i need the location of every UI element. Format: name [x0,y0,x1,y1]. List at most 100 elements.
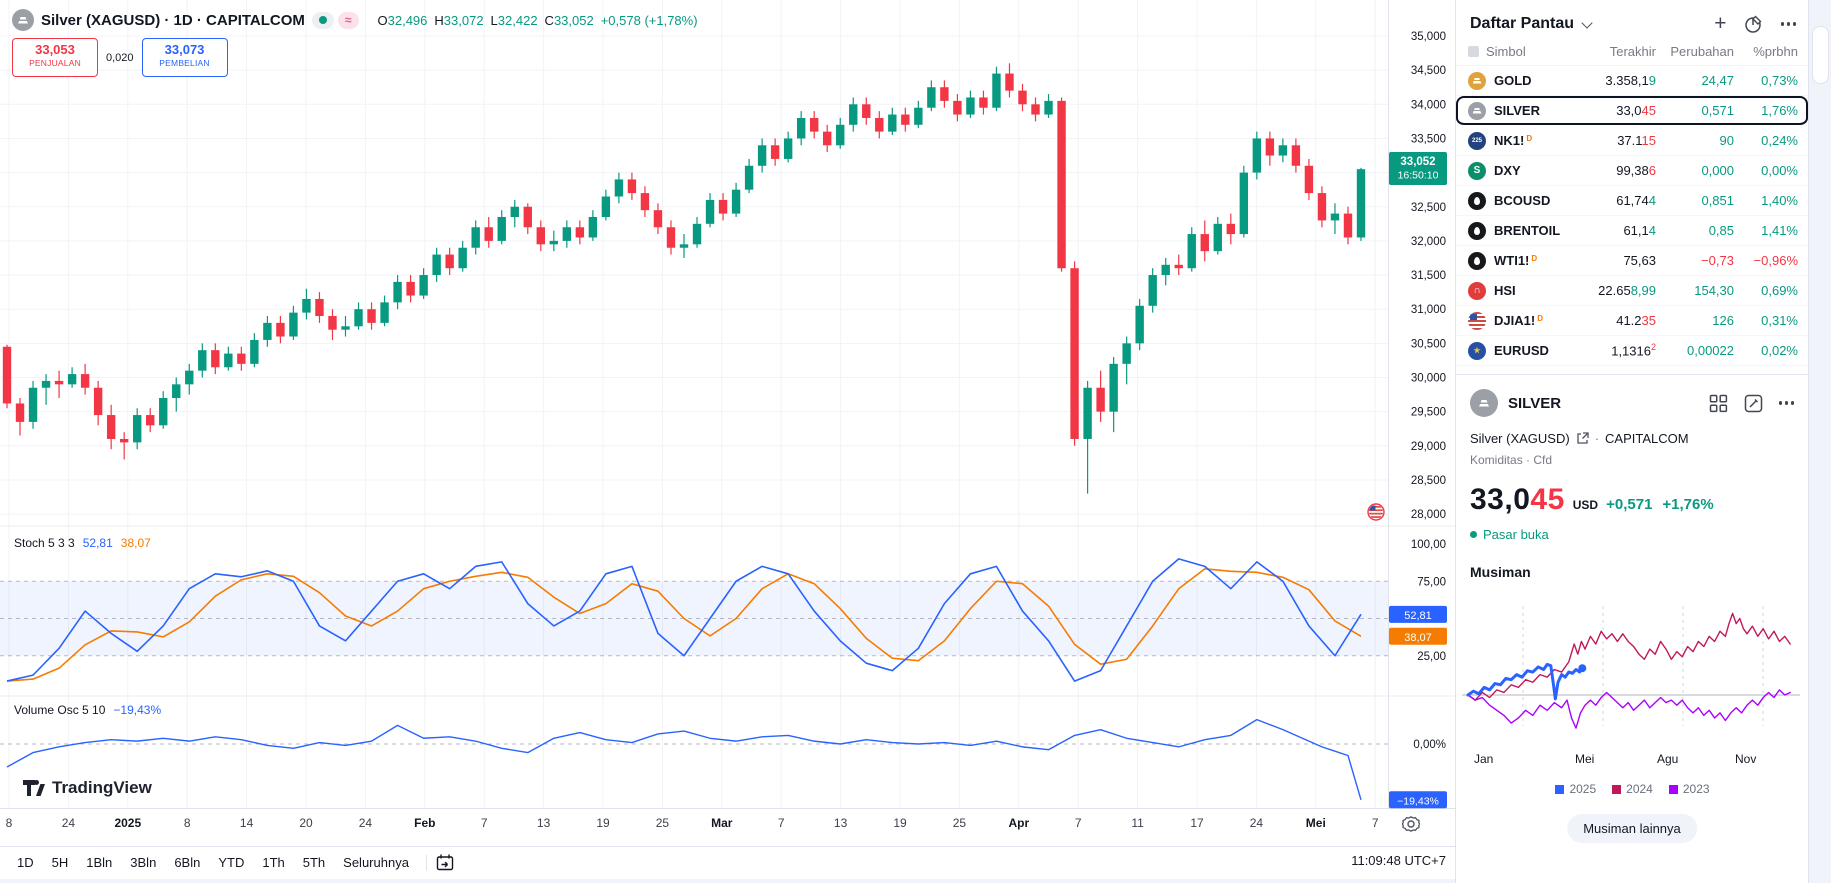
detail-exchange: CAPITALCOM [1605,431,1689,446]
gold-ticker-icon [1468,71,1486,90]
svg-text:25: 25 [953,816,967,830]
seasonal-month-Agu: Agu [1657,752,1679,766]
detail-symbol[interactable]: SILVER [1508,394,1562,412]
change-value: 0,000 [1701,163,1734,178]
price-scale[interactable] [1388,0,1455,808]
svg-text:13: 13 [537,816,551,830]
chevron-down-icon[interactable] [1581,16,1593,29]
watchlist-title[interactable]: Daftar Pantau [1470,15,1575,32]
time-scale-settings-gear-icon[interactable] [1402,815,1420,833]
range-button-3Bln[interactable]: 3Bln [130,855,157,870]
price-chart-canvas[interactable]: 8 24 2025 8 14 20 24 Feb 7 13 19 25 Mar 7 13 19 25 Apr 7 11… [0,0,1455,846]
svg-text:34,500: 34,500 [1411,65,1446,77]
change-value: −0,73 [1701,253,1734,268]
detail-more-icon[interactable] [1778,401,1794,405]
range-button-Seluruhnya[interactable]: Seluruhnya [343,855,409,870]
watchlist-rows: GOLD 3.358,19 24,47 0,73% SILVER 33,045 0,571 1… [1456,65,1808,366]
add-symbol-button[interactable]: + [1714,12,1727,35]
ohlc-values: O32,496 H33,072 L32,422 C33,052 +0,578 (… [377,12,698,28]
window-bottom-strip [0,879,1831,883]
range-button-6Bln[interactable]: 6Bln [174,855,201,870]
svg-text:14: 14 [240,816,254,830]
svg-text:29,500: 29,500 [1411,407,1446,419]
watchlist-row-BCOUSD[interactable]: BCOUSD 61,744 0,851 1,40% [1456,186,1808,216]
panel-divider [1456,374,1808,375]
svg-text:25,00: 25,00 [1417,651,1446,663]
right-rail [1808,0,1831,883]
panel-collapse-handle[interactable] [1812,26,1829,84]
detail-title[interactable]: Silver (XAGUSD) [1470,431,1570,446]
last-price: 33,045 [1616,103,1656,118]
symbol-label: DJIA1! D [1494,313,1543,328]
sell-button[interactable]: 33,053 PENJUALAN [12,38,98,77]
range-button-1Th[interactable]: 1Th [262,855,285,870]
clock[interactable]: 11:09:48 UTC+7 [1351,853,1446,868]
watchlist-row-GOLD[interactable]: GOLD 3.358,19 24,47 0,73% [1456,66,1808,96]
catalog-edit-icon[interactable] [1744,14,1764,34]
watchlist-row-BRENTOIL[interactable]: BRENTOIL 61,14 0,85 1,41% [1456,216,1808,246]
buy-button[interactable]: 33,073 PEMBELIAN [141,38,228,77]
symbol-label: WTI1! D [1494,253,1538,268]
volume-osc-label[interactable]: Volume Osc 5 10 −19,43% [14,703,162,717]
change-value: 0,571 [1701,103,1734,118]
watchlist-row-HSI[interactable]: ∩ HSI 22.658,99 154,30 0,69% [1456,276,1808,306]
time-scale[interactable] [0,808,1388,846]
watchlist-row-EURUSD[interactable]: ★ EURUSD 1,13162 0,00022 0,02% [1456,336,1808,366]
watchlist-row-SILVER[interactable]: SILVER 33,045 0,571 1,76% [1456,96,1808,126]
legend-item-2023[interactable]: 2023 [1668,782,1710,796]
chart-legend-row: Silver (XAGUSD) · 1D · CAPITALCOM ≈ O32,… [12,8,698,32]
spread-value: 0,020 [106,51,134,64]
change-value: 154,30 [1694,283,1734,298]
range-button-5H[interactable]: 5H [51,855,69,870]
change-value: 24,47 [1701,73,1734,88]
svg-text:75,00: 75,00 [1417,576,1446,588]
alert-wave-icon[interactable]: ≈ [337,11,359,29]
external-link-icon[interactable] [1576,432,1589,445]
legend-item-2024[interactable]: 2024 [1612,782,1653,796]
watchlist-row-NK1[interactable]: 225 NK1! D 37.115 90 0,24% [1456,126,1808,156]
silver-instrument-icon [12,9,34,31]
range-button-5Th[interactable]: 5Th [302,855,326,870]
last-price: 41.235 [1616,313,1656,328]
svg-text:31,500: 31,500 [1411,270,1446,282]
change-percent: 0,24% [1761,133,1798,148]
symbol-label: BRENTOIL [1494,223,1561,238]
chart-title[interactable]: Silver (XAGUSD) · 1D · CAPITALCOM [41,11,305,29]
watchlist-row-DXY[interactable]: S DXY 99,386 0,000 0,00% [1456,156,1808,186]
edit-note-icon[interactable] [1744,394,1763,413]
stoch-indicator-label[interactable]: Stoch 5 3 3 52,81 38,07 [14,536,151,550]
watchlist-more-icon[interactable] [1780,22,1796,26]
svg-text:2025: 2025 [114,816,141,830]
flag-column-icon[interactable] [1468,46,1479,57]
svg-text:38,07: 38,07 [1404,632,1432,644]
detail-type: Komiditas · Cfd [1470,453,1553,467]
last-price: 1,13162 [1611,342,1656,359]
watchlist-row-DJIA1[interactable]: DJIA1! D 41.235 126 0,31% [1456,306,1808,336]
svg-text:16:50:10: 16:50:10 [1398,170,1439,182]
svg-text:0,00%: 0,00% [1413,739,1446,751]
silver-ticker-icon [1468,101,1486,120]
svg-text:17: 17 [1190,816,1204,830]
symbol-label: BCOUSD [1494,193,1551,208]
range-button-YTD[interactable]: YTD [218,855,245,870]
watchlist-row-WTI1[interactable]: WTI1! D 75,63 −0,73 −0,96% [1456,246,1808,276]
last-price: 3.358,19 [1605,73,1656,88]
trade-buttons: 33,053 PENJUALAN 0,020 33,073 PEMBELIAN [12,38,228,77]
tradingview-logo[interactable]: TradingView [22,778,152,798]
open-dot-icon [1470,531,1477,538]
stoch-d-value: 38,07 [120,536,151,550]
layout-grid-icon[interactable] [1709,394,1728,413]
svg-text:33,052: 33,052 [1400,156,1435,168]
range-button-1D[interactable]: 1D [17,855,34,870]
change-percent: 1,40% [1761,193,1798,208]
svg-text:19: 19 [893,816,907,830]
market-open-dot-icon[interactable] [311,11,334,29]
seasonal-chart[interactable] [1460,600,1805,750]
svg-text:7: 7 [1372,816,1379,830]
go-to-date-calendar-icon[interactable] [435,853,455,872]
legend-item-2025[interactable]: 2025 [1555,782,1596,796]
silver-symbol-icon [1470,389,1498,417]
seasonal-more-button[interactable]: Musiman lainnya [1567,814,1697,843]
range-button-1Bln[interactable]: 1Bln [86,855,113,870]
